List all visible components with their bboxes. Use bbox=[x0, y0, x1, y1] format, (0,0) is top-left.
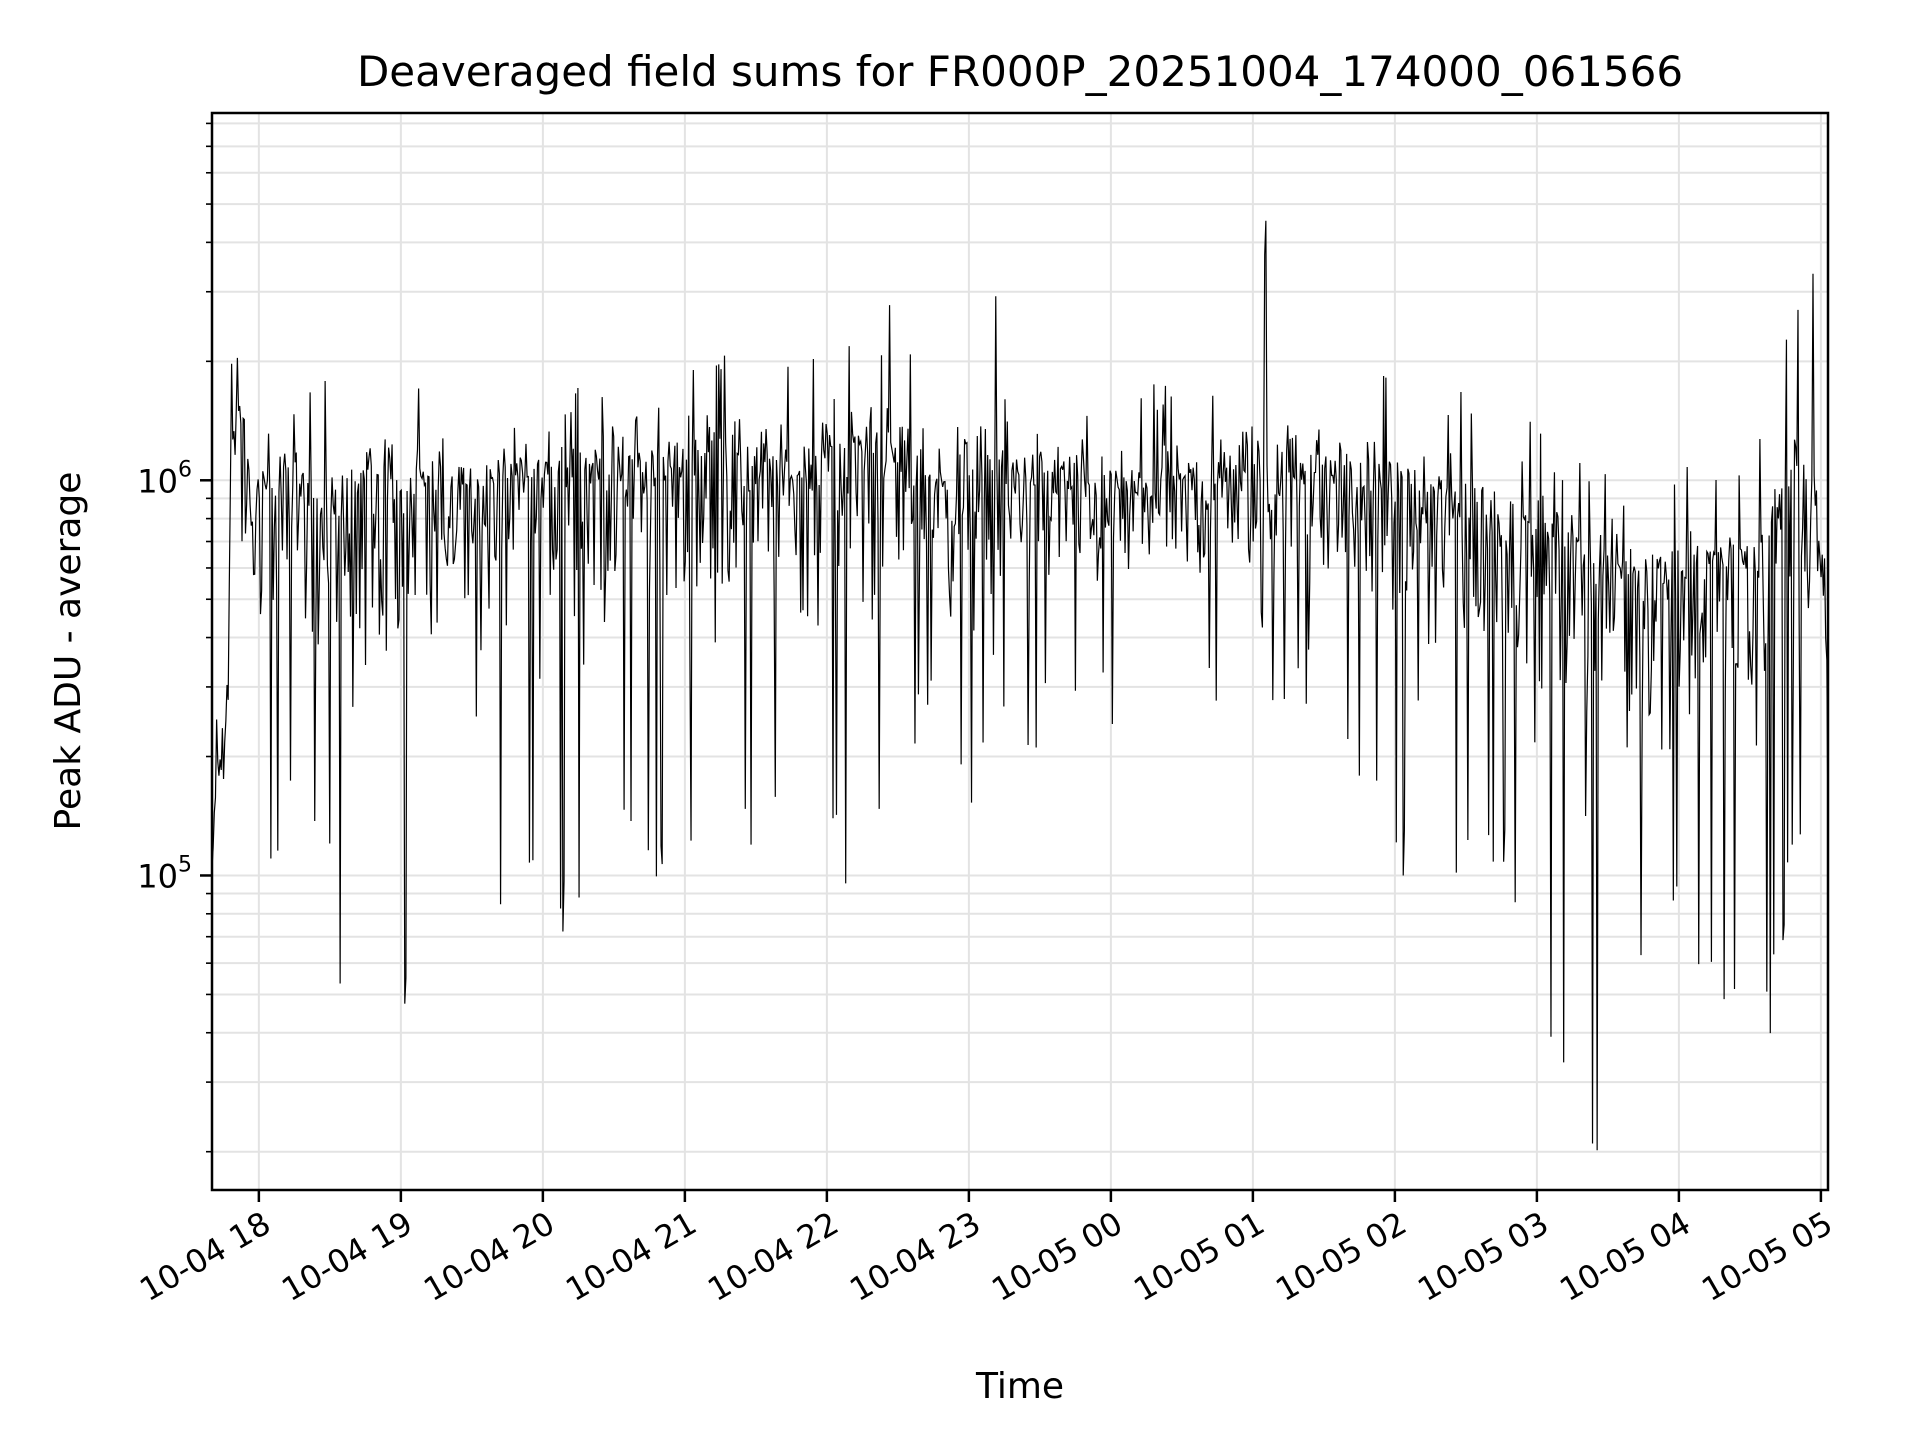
y-tick-label: 105 bbox=[137, 852, 192, 895]
x-axis-label: Time bbox=[975, 1366, 1064, 1407]
plot-frame bbox=[210, 111, 1830, 1192]
axis-ticks bbox=[200, 122, 1823, 1202]
y-axis-label: Peak ADU - average bbox=[48, 472, 89, 831]
y-tick-label: 106 bbox=[137, 457, 192, 500]
series-layer bbox=[211, 220, 1829, 1151]
grid-lines bbox=[212, 113, 1828, 1190]
y-tick-labels: 105 106 bbox=[137, 457, 192, 895]
chart-title: Deaveraged field sums for FR000P_2025100… bbox=[357, 47, 1683, 96]
series-line bbox=[211, 220, 1829, 1151]
